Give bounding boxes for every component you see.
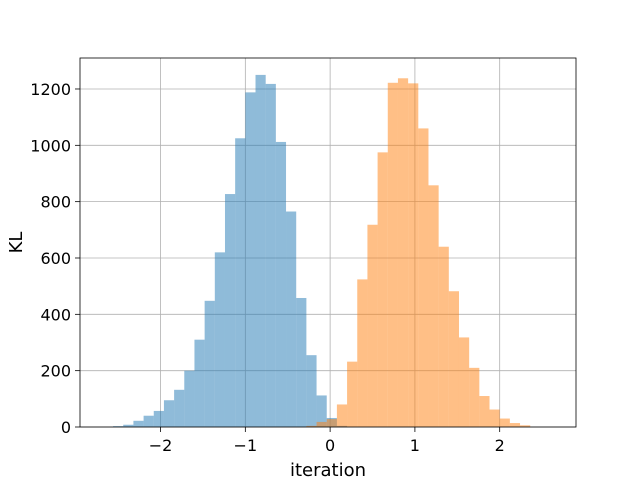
histogram-bar xyxy=(499,418,510,427)
histogram-bar xyxy=(306,425,317,427)
histogram-bar xyxy=(438,246,449,427)
histogram-bar xyxy=(194,339,205,427)
histogram-bar xyxy=(204,300,215,427)
histogram-bar xyxy=(428,185,439,427)
histogram-bar xyxy=(143,415,154,427)
histogram-bar xyxy=(418,128,429,427)
y-tick-label: 1200 xyxy=(30,80,71,99)
series-2-bars xyxy=(306,78,531,428)
x-tick-label: 1 xyxy=(410,436,420,455)
histogram-bar xyxy=(184,370,195,427)
y-tick-label: 1000 xyxy=(30,136,71,155)
y-axis-title: KL xyxy=(6,232,27,254)
histogram-bar xyxy=(377,152,388,427)
histogram-bar xyxy=(357,279,368,427)
histogram-bar xyxy=(336,404,348,427)
histogram-bar xyxy=(489,409,500,427)
histogram-bar xyxy=(448,291,459,427)
histogram-bar xyxy=(326,419,337,427)
histogram-bar xyxy=(347,361,358,427)
plot-frame xyxy=(79,57,577,428)
histogram-bar xyxy=(458,337,470,427)
histogram-bar xyxy=(387,82,398,428)
x-tick-label: −2 xyxy=(149,436,173,455)
histogram-bar xyxy=(316,395,327,427)
histogram-bar xyxy=(235,138,246,427)
y-tick-label: 600 xyxy=(40,249,71,268)
histogram-bar xyxy=(224,194,236,427)
histogram-bar xyxy=(316,421,327,427)
histogram-bar xyxy=(408,83,419,428)
y-tick-label: 400 xyxy=(40,305,71,324)
histogram-bar xyxy=(509,423,521,427)
histogram-bar xyxy=(469,367,480,427)
histogram-bar xyxy=(367,224,378,427)
histogram-bar xyxy=(520,425,531,427)
x-tick-label: −1 xyxy=(234,436,258,455)
histogram-bar xyxy=(163,400,175,427)
histogram-bars xyxy=(113,74,531,428)
histogram-bar xyxy=(286,211,297,427)
x-tick-label: 2 xyxy=(495,436,505,455)
series-1-bars xyxy=(113,74,348,428)
histogram-bar xyxy=(133,420,144,427)
histogram-bar xyxy=(275,141,287,427)
y-tick-label: 0 xyxy=(61,418,71,437)
histogram-bar xyxy=(245,92,256,428)
histogram-bar xyxy=(113,426,124,427)
histogram-bar xyxy=(214,252,225,427)
histogram-bar xyxy=(397,78,409,427)
histogram-bar xyxy=(153,410,164,427)
histogram-bar xyxy=(306,355,317,427)
grid-lines xyxy=(80,58,576,428)
histogram-bar xyxy=(296,297,307,427)
x-axis-title: iteration xyxy=(290,460,366,480)
histogram-bar xyxy=(265,83,276,428)
axis-ticks: −2 −1 0 1 2 0 200 400 600 800 1000 1200 xyxy=(30,80,505,455)
histogram-bar xyxy=(123,424,134,427)
x-tick-label: 0 xyxy=(325,436,335,455)
histogram-bar xyxy=(174,389,185,427)
y-tick-label: 800 xyxy=(40,193,71,212)
histogram-bar xyxy=(479,396,490,427)
histogram-bar xyxy=(255,74,266,428)
y-tick-label: 200 xyxy=(40,362,71,381)
